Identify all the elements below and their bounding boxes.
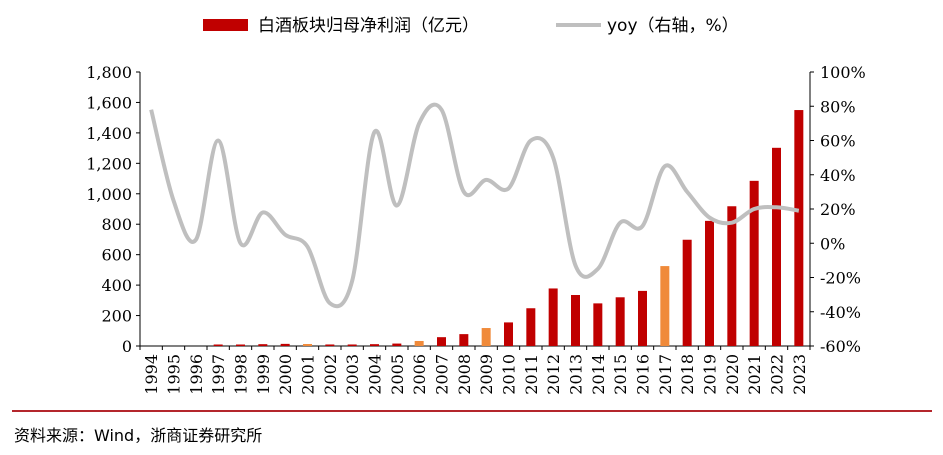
x-tick-label: 2007 bbox=[433, 354, 452, 395]
yoy-line bbox=[149, 102, 800, 309]
x-tick-label: 2019 bbox=[701, 354, 720, 395]
x-tick-label: 2012 bbox=[544, 354, 563, 395]
x-tick-label: 2008 bbox=[455, 354, 474, 395]
x-tick-label: 2011 bbox=[522, 354, 541, 395]
x-tick-label: 2005 bbox=[388, 354, 407, 395]
x-tick-label: 2015 bbox=[611, 354, 630, 395]
x-tick-label: 2004 bbox=[366, 354, 385, 395]
x-tick-label: 2014 bbox=[589, 354, 608, 395]
profit-bar bbox=[414, 340, 424, 346]
right-tick-label: 100% bbox=[820, 63, 866, 82]
bar-series bbox=[213, 110, 804, 346]
left-tick-label: 800 bbox=[101, 215, 132, 234]
profit-bar bbox=[459, 334, 469, 346]
left-tick-label: 0 bbox=[122, 337, 132, 356]
right-tick-label: 0% bbox=[820, 234, 845, 253]
x-tick-label: 1998 bbox=[232, 354, 251, 395]
x-tick-label: 2016 bbox=[634, 354, 653, 395]
profit-bar bbox=[504, 322, 513, 346]
x-tick-label: 2018 bbox=[678, 354, 697, 395]
profit-bar bbox=[481, 328, 491, 346]
right-tick-label: -40% bbox=[820, 303, 861, 322]
x-tick-label: 2021 bbox=[745, 354, 764, 395]
left-tick-label: 600 bbox=[101, 246, 132, 265]
profit-bar bbox=[638, 290, 647, 346]
left-tick-label: 1,400 bbox=[86, 124, 132, 143]
profit-bar bbox=[213, 344, 223, 346]
x-tick-label: 2001 bbox=[299, 354, 318, 395]
x-tick-label: 2003 bbox=[343, 354, 362, 395]
right-tick-label: 40% bbox=[820, 166, 856, 185]
profit-bar bbox=[593, 303, 603, 346]
x-tick-label: 2000 bbox=[276, 354, 295, 395]
left-tick-label: 1,800 bbox=[86, 63, 132, 82]
x-tick-label: 2006 bbox=[410, 354, 429, 395]
x-tick-label: 2022 bbox=[768, 354, 787, 395]
profit-bar bbox=[727, 206, 737, 346]
legend: 白酒板块归母净利润（亿元） yoy（右轴，%） bbox=[203, 16, 739, 36]
x-tick-label: 1994 bbox=[142, 354, 161, 395]
profit-bar bbox=[571, 295, 580, 346]
x-tick-label: 2009 bbox=[477, 354, 496, 395]
profit-bar bbox=[347, 344, 357, 346]
profit-bar bbox=[236, 344, 245, 346]
source-divider bbox=[12, 410, 932, 412]
source-note: 资料来源：Wind，浙商证券研究所 bbox=[14, 426, 263, 445]
right-tick-label: 60% bbox=[820, 132, 856, 151]
axes bbox=[136, 71, 814, 350]
profit-bar bbox=[682, 239, 692, 346]
profit-bar bbox=[526, 308, 536, 346]
left-tick-label: 1,200 bbox=[86, 154, 132, 173]
profit-bar bbox=[794, 110, 804, 346]
x-tick-label: 2017 bbox=[656, 354, 675, 395]
profit-bar bbox=[660, 266, 670, 346]
profit-bar bbox=[303, 344, 312, 346]
tick-labels: 0 200 400 600 800 1,000 1,200 1,400 1,600 1,800 -6… bbox=[86, 63, 866, 395]
line-series bbox=[149, 102, 800, 309]
x-tick-label: 2002 bbox=[321, 354, 340, 395]
legend-bar-swatch bbox=[203, 19, 248, 31]
profit-bar bbox=[705, 220, 714, 346]
profit-bar bbox=[325, 344, 335, 346]
profit-bar bbox=[772, 147, 781, 346]
left-tick-label: 200 bbox=[101, 307, 132, 326]
profit-bar bbox=[749, 180, 759, 346]
x-tick-label: 2010 bbox=[500, 354, 519, 395]
x-tick-label: 2020 bbox=[723, 354, 742, 395]
profit-bar bbox=[280, 343, 290, 346]
profit-bar bbox=[370, 344, 379, 346]
profit-bar bbox=[258, 344, 268, 346]
x-tick-label: 1996 bbox=[187, 354, 206, 395]
right-tick-label: 80% bbox=[820, 97, 856, 116]
x-tick-label: 1995 bbox=[165, 354, 184, 395]
x-tick-label: 1997 bbox=[209, 354, 228, 395]
profit-bar bbox=[548, 288, 558, 346]
profit-bar bbox=[437, 337, 446, 346]
left-tick-label: 400 bbox=[101, 276, 132, 295]
x-tick-label: 1999 bbox=[254, 354, 273, 395]
combo-chart: 白酒板块归母净利润（亿元） yoy（右轴，%） 0 200 400 600 800 1,0… bbox=[86, 16, 866, 395]
profit-bar bbox=[615, 297, 625, 346]
profit-bar bbox=[392, 343, 402, 346]
left-tick-label: 1,000 bbox=[86, 185, 132, 204]
right-tick-label: 20% bbox=[820, 200, 856, 219]
right-tick-label: -20% bbox=[820, 269, 861, 288]
legend-bar-label: 白酒板块归母净利润（亿元） bbox=[258, 16, 479, 36]
x-tick-label: 2023 bbox=[790, 354, 809, 395]
x-tick-label: 2013 bbox=[567, 354, 586, 395]
left-tick-label: 1,600 bbox=[86, 93, 132, 112]
right-tick-label: -60% bbox=[820, 337, 861, 356]
legend-line-label: yoy（右轴，%） bbox=[607, 16, 739, 36]
